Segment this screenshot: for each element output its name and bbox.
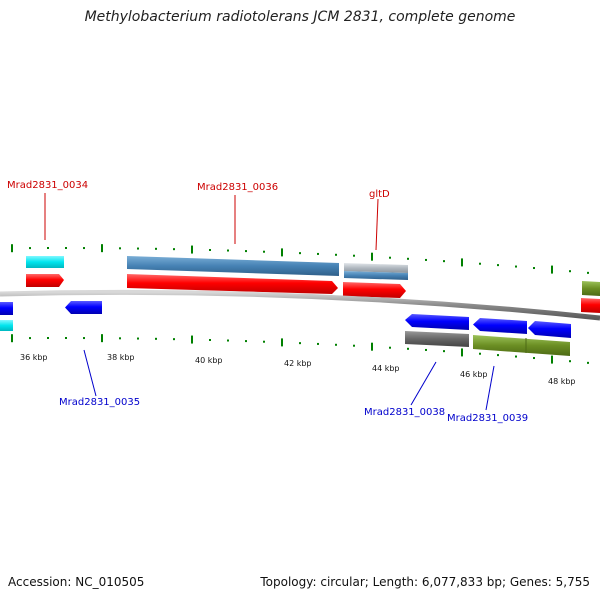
inner-tick-row: [11, 334, 589, 364]
gene-mrad2831-0034[interactable]: [26, 274, 64, 287]
gene-label[interactable]: Mrad2831_0039: [447, 413, 528, 424]
cyan-feature-left-edge[interactable]: [0, 320, 13, 331]
gene-label[interactable]: Mrad2831_0035: [59, 397, 140, 408]
tick-labels: 36 kbp 38 kbp 40 kbp 42 kbp 44 kbp 46 kb…: [20, 353, 576, 386]
gene-mrad2831-0036[interactable]: [127, 274, 338, 294]
steelblue-feature-2[interactable]: [344, 271, 408, 280]
gray-feature[interactable]: [405, 331, 469, 347]
leader-line: [83, 349, 97, 397]
gene-labels: Mrad2831_0034 Mrad2831_0036 gltD Mrad283…: [7, 180, 528, 424]
gene-label[interactable]: gltD: [369, 189, 390, 200]
gene-gltd[interactable]: [343, 282, 406, 298]
leader-line: [410, 361, 437, 406]
map-title: Methylobacterium radiotolerans JCM 2831,…: [84, 9, 516, 25]
gene-mrad2831-0039[interactable]: [473, 318, 527, 334]
outer-tick-row: [11, 244, 589, 274]
gene-label[interactable]: Mrad2831_0034: [7, 180, 88, 191]
label-leaders: [44, 193, 495, 411]
tick-label: 44 kbp: [372, 364, 400, 373]
blue-feature-3[interactable]: [528, 321, 571, 338]
genome-backbone: [0, 289, 600, 321]
tick-label: 40 kbp: [195, 356, 223, 365]
tick-label: 48 kbp: [548, 377, 576, 386]
gene-label[interactable]: Mrad2831_0038: [364, 407, 445, 418]
leader-line: [375, 198, 379, 251]
tick-label: 42 kbp: [284, 359, 312, 368]
cyan-feature[interactable]: [26, 256, 64, 268]
olive-feature-right[interactable]: [582, 281, 600, 296]
red-feature-right[interactable]: [581, 298, 600, 313]
tick-label: 36 kbp: [20, 353, 48, 362]
genome-stats-label: Topology: circular; Length: 6,077,833 bp…: [260, 575, 590, 589]
blue-feature-left-edge[interactable]: [0, 302, 13, 315]
leader-line: [485, 365, 495, 411]
silver-feature[interactable]: [344, 263, 408, 273]
gene-mrad2831-0035[interactable]: [65, 301, 102, 314]
tick-label: 46 kbp: [460, 370, 488, 379]
tick-label: 38 kbp: [107, 353, 135, 362]
steelblue-feature[interactable]: [127, 256, 339, 276]
gene-label[interactable]: Mrad2831_0036: [197, 182, 278, 193]
forward-feature-track: [26, 256, 600, 313]
accession-label: Accession: NC_010505: [8, 575, 145, 589]
reverse-feature-track: [0, 301, 571, 356]
gene-mrad2831-0038[interactable]: [405, 314, 469, 330]
olive-feature[interactable]: [473, 335, 570, 356]
